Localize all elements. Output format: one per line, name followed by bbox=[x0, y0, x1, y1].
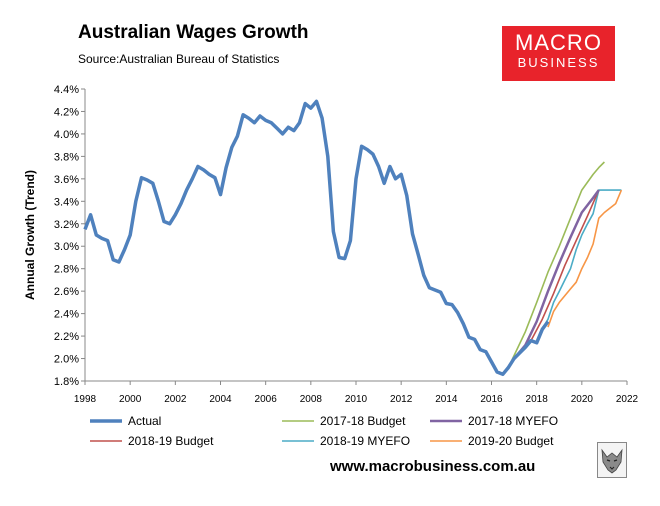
x-tick-label: 2018 bbox=[526, 394, 549, 405]
x-tick-label: 2000 bbox=[119, 394, 142, 405]
chart-title: Australian Wages Growth bbox=[78, 22, 309, 43]
series-line-2017-18-myefo bbox=[507, 189, 600, 369]
legend-label: Actual bbox=[128, 414, 161, 428]
y-tick-label: 2.0% bbox=[54, 354, 79, 366]
series-layer bbox=[83, 99, 623, 377]
chart-source: Source:Australian Bureau of Statistics bbox=[78, 52, 280, 66]
logo-sub-text: BUSINESS bbox=[517, 55, 600, 70]
legend-label: 2018-19 MYEFO bbox=[320, 434, 410, 448]
y-tick-label: 3.0% bbox=[54, 241, 79, 253]
x-tick-label: 2020 bbox=[571, 394, 594, 405]
series-line-actual bbox=[83, 99, 550, 377]
chart-legend: Actual 2017-18 Budget 2017-18 MYEFO 2018-19… bbox=[90, 414, 558, 448]
y-tick-label: 3.6% bbox=[54, 174, 79, 186]
series-line-2017-18-budget bbox=[507, 161, 605, 368]
x-tick-label: 2010 bbox=[345, 394, 368, 405]
x-tick-label: 2002 bbox=[164, 394, 187, 405]
x-tick-label: 2016 bbox=[480, 394, 503, 405]
y-tick-label: 1.8% bbox=[54, 376, 79, 388]
logo-main-text: MACRO bbox=[515, 30, 602, 55]
wolf-logo-icon bbox=[597, 442, 627, 478]
x-tick-label: 2014 bbox=[435, 394, 458, 405]
y-tick-label: 3.2% bbox=[54, 219, 79, 231]
y-tick-label: 2.6% bbox=[54, 286, 79, 298]
y-tick-label: 3.4% bbox=[54, 196, 79, 208]
x-tick-label: 1998 bbox=[74, 394, 97, 405]
series-line-2018-19-budget bbox=[530, 189, 600, 341]
series-line-2019-20-budget bbox=[547, 189, 623, 328]
y-tick-label: 3.8% bbox=[54, 151, 79, 163]
y-tick-label: 4.4% bbox=[54, 84, 79, 96]
y-tick-label: 2.8% bbox=[54, 264, 79, 276]
legend-label: 2019-20 Budget bbox=[468, 434, 554, 448]
y-tick-label: 4.2% bbox=[54, 106, 79, 118]
y-tick-label: 2.2% bbox=[54, 331, 79, 343]
macrobusiness-logo: MACRO BUSINESS bbox=[502, 26, 615, 81]
x-tick-label: 2004 bbox=[209, 394, 232, 405]
legend-label: 2017-18 Budget bbox=[320, 414, 406, 428]
x-tick-label: 2008 bbox=[300, 394, 323, 405]
y-tick-label: 2.4% bbox=[54, 309, 79, 321]
chart-axes: 1.8% 2.0% 2.2% 2.4% 2.6% 2.8% 3.0% 3.2% 3.4% 3.6%… bbox=[54, 84, 639, 405]
x-tick-label: 2022 bbox=[616, 394, 639, 405]
legend-label: 2017-18 MYEFO bbox=[468, 414, 558, 428]
legend-label: 2018-19 Budget bbox=[128, 434, 214, 448]
website-url: www.macrobusiness.com.au bbox=[330, 458, 536, 475]
y-tick-label: 4.0% bbox=[54, 129, 79, 141]
x-tick-label: 2006 bbox=[255, 394, 278, 405]
x-tick-label: 2012 bbox=[390, 394, 413, 405]
y-axis-label: Annual Growth (Trend) bbox=[23, 170, 37, 300]
